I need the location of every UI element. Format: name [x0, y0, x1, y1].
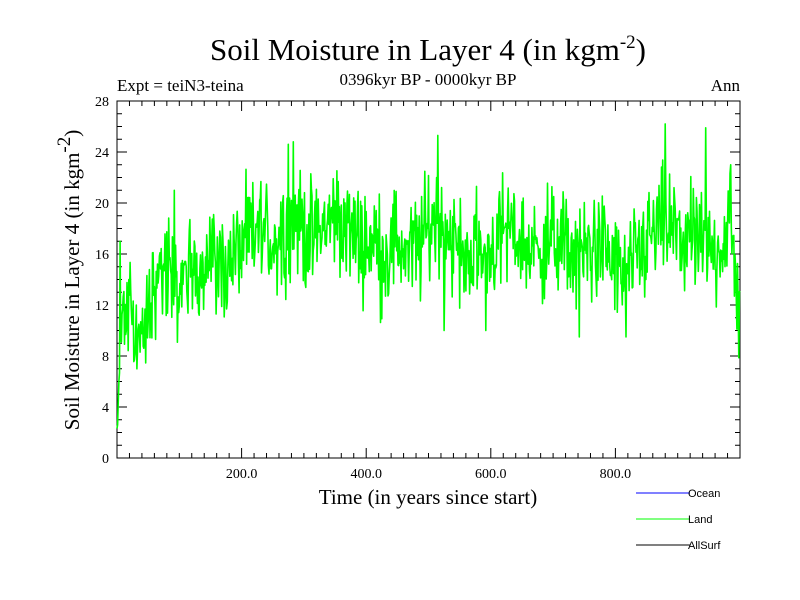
x-tick-label: 200.0	[226, 467, 258, 482]
experiment-label: Expt = teiN3-teina	[117, 76, 244, 95]
y-tick-label: 28	[95, 95, 109, 110]
y-tick-label: 20	[95, 197, 109, 212]
series-line-land	[116, 123, 741, 429]
tick-labels: 0 4 8 12 16 20 24 28 200.0 400.0 600.0 800.0	[95, 95, 631, 482]
y-axis-label: Soil Moisture in Layer 4 (in kgm-2)	[54, 130, 84, 430]
x-tick-label: 800.0	[600, 467, 632, 482]
legend: Ocean Land AllSurf	[636, 488, 721, 552]
x-tick-label: 400.0	[350, 467, 382, 482]
y-tick-label: 24	[95, 146, 109, 161]
y-tick-label: 0	[102, 452, 109, 467]
axis-ticks	[117, 100, 740, 459]
season-label: Ann	[711, 76, 741, 95]
y-tick-label: 4	[102, 401, 109, 416]
chart-title: Soil Moisture in Layer 4 (in kgm-2)	[210, 32, 646, 67]
y-tick-label: 8	[102, 350, 109, 365]
legend-label-ocean: Ocean	[688, 488, 720, 500]
x-tick-label: 600.0	[475, 467, 507, 482]
period-label: 0396kyr BP - 0000kyr BP	[340, 70, 517, 89]
legend-label-land: Land	[688, 514, 712, 526]
x-axis-label: Time (in years since start)	[319, 485, 538, 509]
legend-label-allsurf: AllSurf	[688, 540, 721, 552]
y-tick-label: 12	[95, 299, 109, 314]
y-tick-label: 16	[95, 248, 109, 263]
series-group	[116, 123, 741, 429]
